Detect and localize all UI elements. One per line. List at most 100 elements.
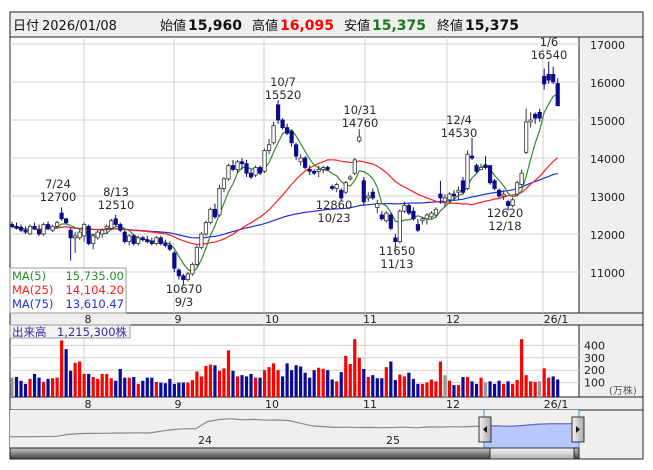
volume-bar (195, 371, 199, 397)
candle (510, 197, 515, 208)
x-tick-label: 10 (265, 313, 279, 326)
candle-body (149, 241, 154, 244)
volume-bar (389, 361, 393, 397)
candle-body (91, 235, 96, 244)
candle (361, 177, 366, 206)
candle (533, 112, 538, 124)
candle-body (18, 226, 24, 231)
volume-bar (19, 380, 23, 397)
volume-bar (344, 355, 348, 397)
volume-bar (100, 373, 104, 397)
candle (402, 201, 407, 214)
candle (442, 194, 448, 208)
scrollbar-thumb[interactable] (489, 447, 575, 460)
candle-body (469, 155, 475, 159)
candle (18, 224, 24, 233)
volume-bar (425, 382, 429, 397)
candle-body (334, 184, 339, 189)
volume-bar (542, 368, 546, 397)
candle (415, 218, 421, 233)
volume-bar (294, 365, 298, 397)
volume-bar (14, 377, 19, 397)
candle (253, 165, 258, 177)
volume-bar (353, 339, 357, 397)
annotation-date: 1/6 (540, 35, 559, 49)
volume-bar (28, 378, 32, 397)
volume-bar (109, 378, 113, 397)
candle-body (370, 191, 375, 199)
candle-body (542, 75, 547, 85)
candle (420, 216, 425, 225)
volume-bar (321, 368, 325, 397)
candle-body (109, 220, 114, 229)
arrow-left-icon (483, 426, 487, 433)
volume-bar (461, 377, 465, 397)
candle-body (55, 222, 60, 227)
open-label: 始値 (160, 18, 186, 34)
volume-bar (87, 373, 91, 397)
candle-body (451, 193, 457, 197)
candle-body (122, 231, 127, 243)
volume-bar (64, 349, 68, 397)
candle (357, 129, 362, 143)
candle-body (262, 149, 267, 172)
candle (343, 180, 348, 195)
date-value: 2026/01/08 (42, 19, 117, 34)
candle-body (221, 178, 227, 189)
volume-bar (127, 377, 131, 397)
volume-bar (285, 363, 289, 397)
candle-body (158, 237, 163, 244)
volume-bar (50, 378, 55, 397)
candle-body (366, 195, 371, 199)
candle-body (244, 163, 249, 174)
candle (546, 61, 551, 84)
candle (244, 159, 249, 177)
candle-body (226, 165, 231, 180)
candle-body (501, 193, 506, 197)
candle-body (23, 229, 28, 233)
volume-bar (118, 368, 122, 397)
candle (424, 213, 430, 225)
candle (100, 228, 105, 238)
range-handle-right[interactable] (571, 416, 585, 443)
navigator-scrollbar[interactable] (9, 447, 580, 460)
candle (469, 137, 475, 160)
candle-body (86, 225, 91, 244)
candle (266, 139, 272, 155)
candle-body (10, 224, 15, 227)
candle-body (438, 193, 443, 199)
price-tick-label: 16000 (590, 77, 625, 90)
candle (68, 228, 73, 261)
volume-bar (240, 375, 244, 397)
candle-body (537, 112, 542, 119)
volume-bar (41, 381, 46, 397)
candle (86, 224, 91, 246)
candle-body (303, 157, 308, 168)
candle-body (515, 182, 520, 195)
candle (289, 129, 294, 147)
volume-bar (159, 382, 163, 397)
candle (104, 224, 109, 234)
candle (131, 234, 136, 246)
annotation-price: 14760 (342, 116, 379, 130)
candle (505, 199, 511, 211)
annotation-date: 11/13 (380, 257, 413, 271)
x-axis-labels: 8 8 9 9 10 10 11 11 12 12 26/1 26/1 (85, 313, 569, 411)
volume-bar (69, 370, 73, 397)
candle-body (73, 235, 78, 239)
candle-body (289, 130, 294, 144)
ma5-value: 15,735.00 (65, 269, 124, 283)
volume-bar (303, 372, 307, 397)
candle (122, 230, 127, 244)
low-value: 15,375 (372, 18, 426, 34)
range-navigator[interactable]: 24 25 (9, 410, 585, 460)
price-axis-panel (578, 36, 644, 314)
x-tick-label: 26/1 (544, 398, 569, 411)
candle-body (357, 136, 362, 142)
candle (55, 220, 60, 229)
range-handle-left[interactable] (478, 416, 492, 443)
annotation-price: 12510 (98, 198, 135, 212)
volume-bar (479, 377, 483, 397)
candle (487, 165, 493, 185)
volume-bar (244, 376, 249, 397)
